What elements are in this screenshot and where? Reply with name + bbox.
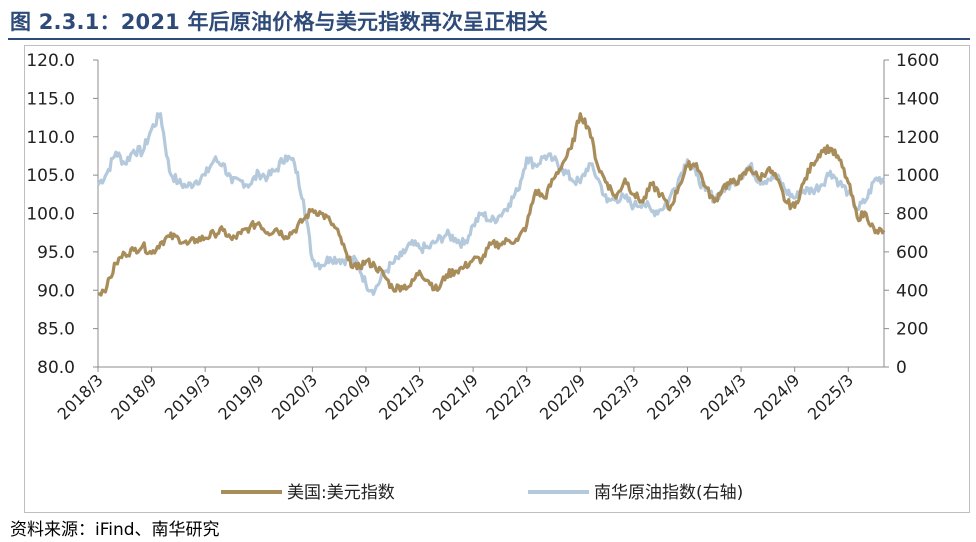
- x-tick-label: 2024/3: [697, 370, 750, 423]
- left-tick-label: 110.0: [26, 128, 75, 148]
- x-tick-label: 2018/3: [54, 370, 107, 423]
- x-tick-label: 2019/9: [214, 370, 267, 423]
- title-divider: [8, 38, 970, 40]
- left-tick-label: 90.0: [37, 281, 75, 301]
- x-tick-label: 2022/9: [536, 370, 589, 423]
- x-tick-label: 2022/3: [482, 370, 535, 423]
- left-tick-label: 100.0: [26, 205, 75, 225]
- figure-title: 图 2.3.1：2021 年后原油价格与美元指数再次呈正相关: [10, 10, 548, 34]
- right-tick-label: 200: [896, 320, 928, 340]
- x-tick-label: 2023/3: [589, 370, 642, 423]
- right-tick-label: 600: [896, 243, 928, 263]
- x-tick-label: 2024/9: [750, 370, 803, 423]
- left-tick-label: 105.0: [26, 166, 75, 186]
- right-tick-label: 400: [896, 281, 928, 301]
- right-tick-label: 1600: [896, 51, 939, 71]
- right-tick-label: 1000: [896, 166, 939, 186]
- series-line-us-dollar-index: [97, 112, 886, 297]
- right-tick-label: 0: [896, 358, 907, 378]
- x-tick-label: 2020/3: [268, 370, 321, 423]
- legend-label-us-dollar-index: 美国:美元指数: [287, 483, 395, 503]
- source-note: 资料来源：iFind、南华研究: [10, 520, 220, 540]
- left-tick-label: 115.0: [26, 89, 75, 109]
- x-tick-label: 2018/9: [107, 370, 160, 423]
- right-tick-label: 1200: [896, 128, 939, 148]
- left-tick-label: 120.0: [26, 51, 75, 71]
- x-tick-label: 2025/3: [804, 370, 857, 423]
- right-tick-label: 1400: [896, 89, 939, 109]
- right-tick-label: 800: [896, 205, 928, 225]
- dual-axis-line-chart: 80.0 85.0 90.0 95.0 100.0 105.0 110.0 115.0 120.…: [26, 51, 939, 503]
- legend-label-nanhua-crude-index: 南华原油指数(右轴): [594, 483, 743, 503]
- left-tick-label: 95.0: [37, 243, 75, 263]
- x-tick-label: 2021/9: [429, 370, 482, 423]
- series-line-nanhua-crude-index: [96, 112, 885, 296]
- left-tick-label: 85.0: [37, 320, 75, 340]
- x-tick-label: 2020/9: [322, 370, 375, 423]
- chart-container: 80.0 85.0 90.0 95.0 100.0 105.0 110.0 115.0 120.…: [24, 45, 970, 513]
- x-tick-label: 2019/3: [161, 370, 214, 423]
- x-tick-label: 2021/3: [375, 370, 428, 423]
- x-tick-label: 2023/9: [643, 370, 696, 423]
- left-tick-label: 80.0: [37, 358, 75, 378]
